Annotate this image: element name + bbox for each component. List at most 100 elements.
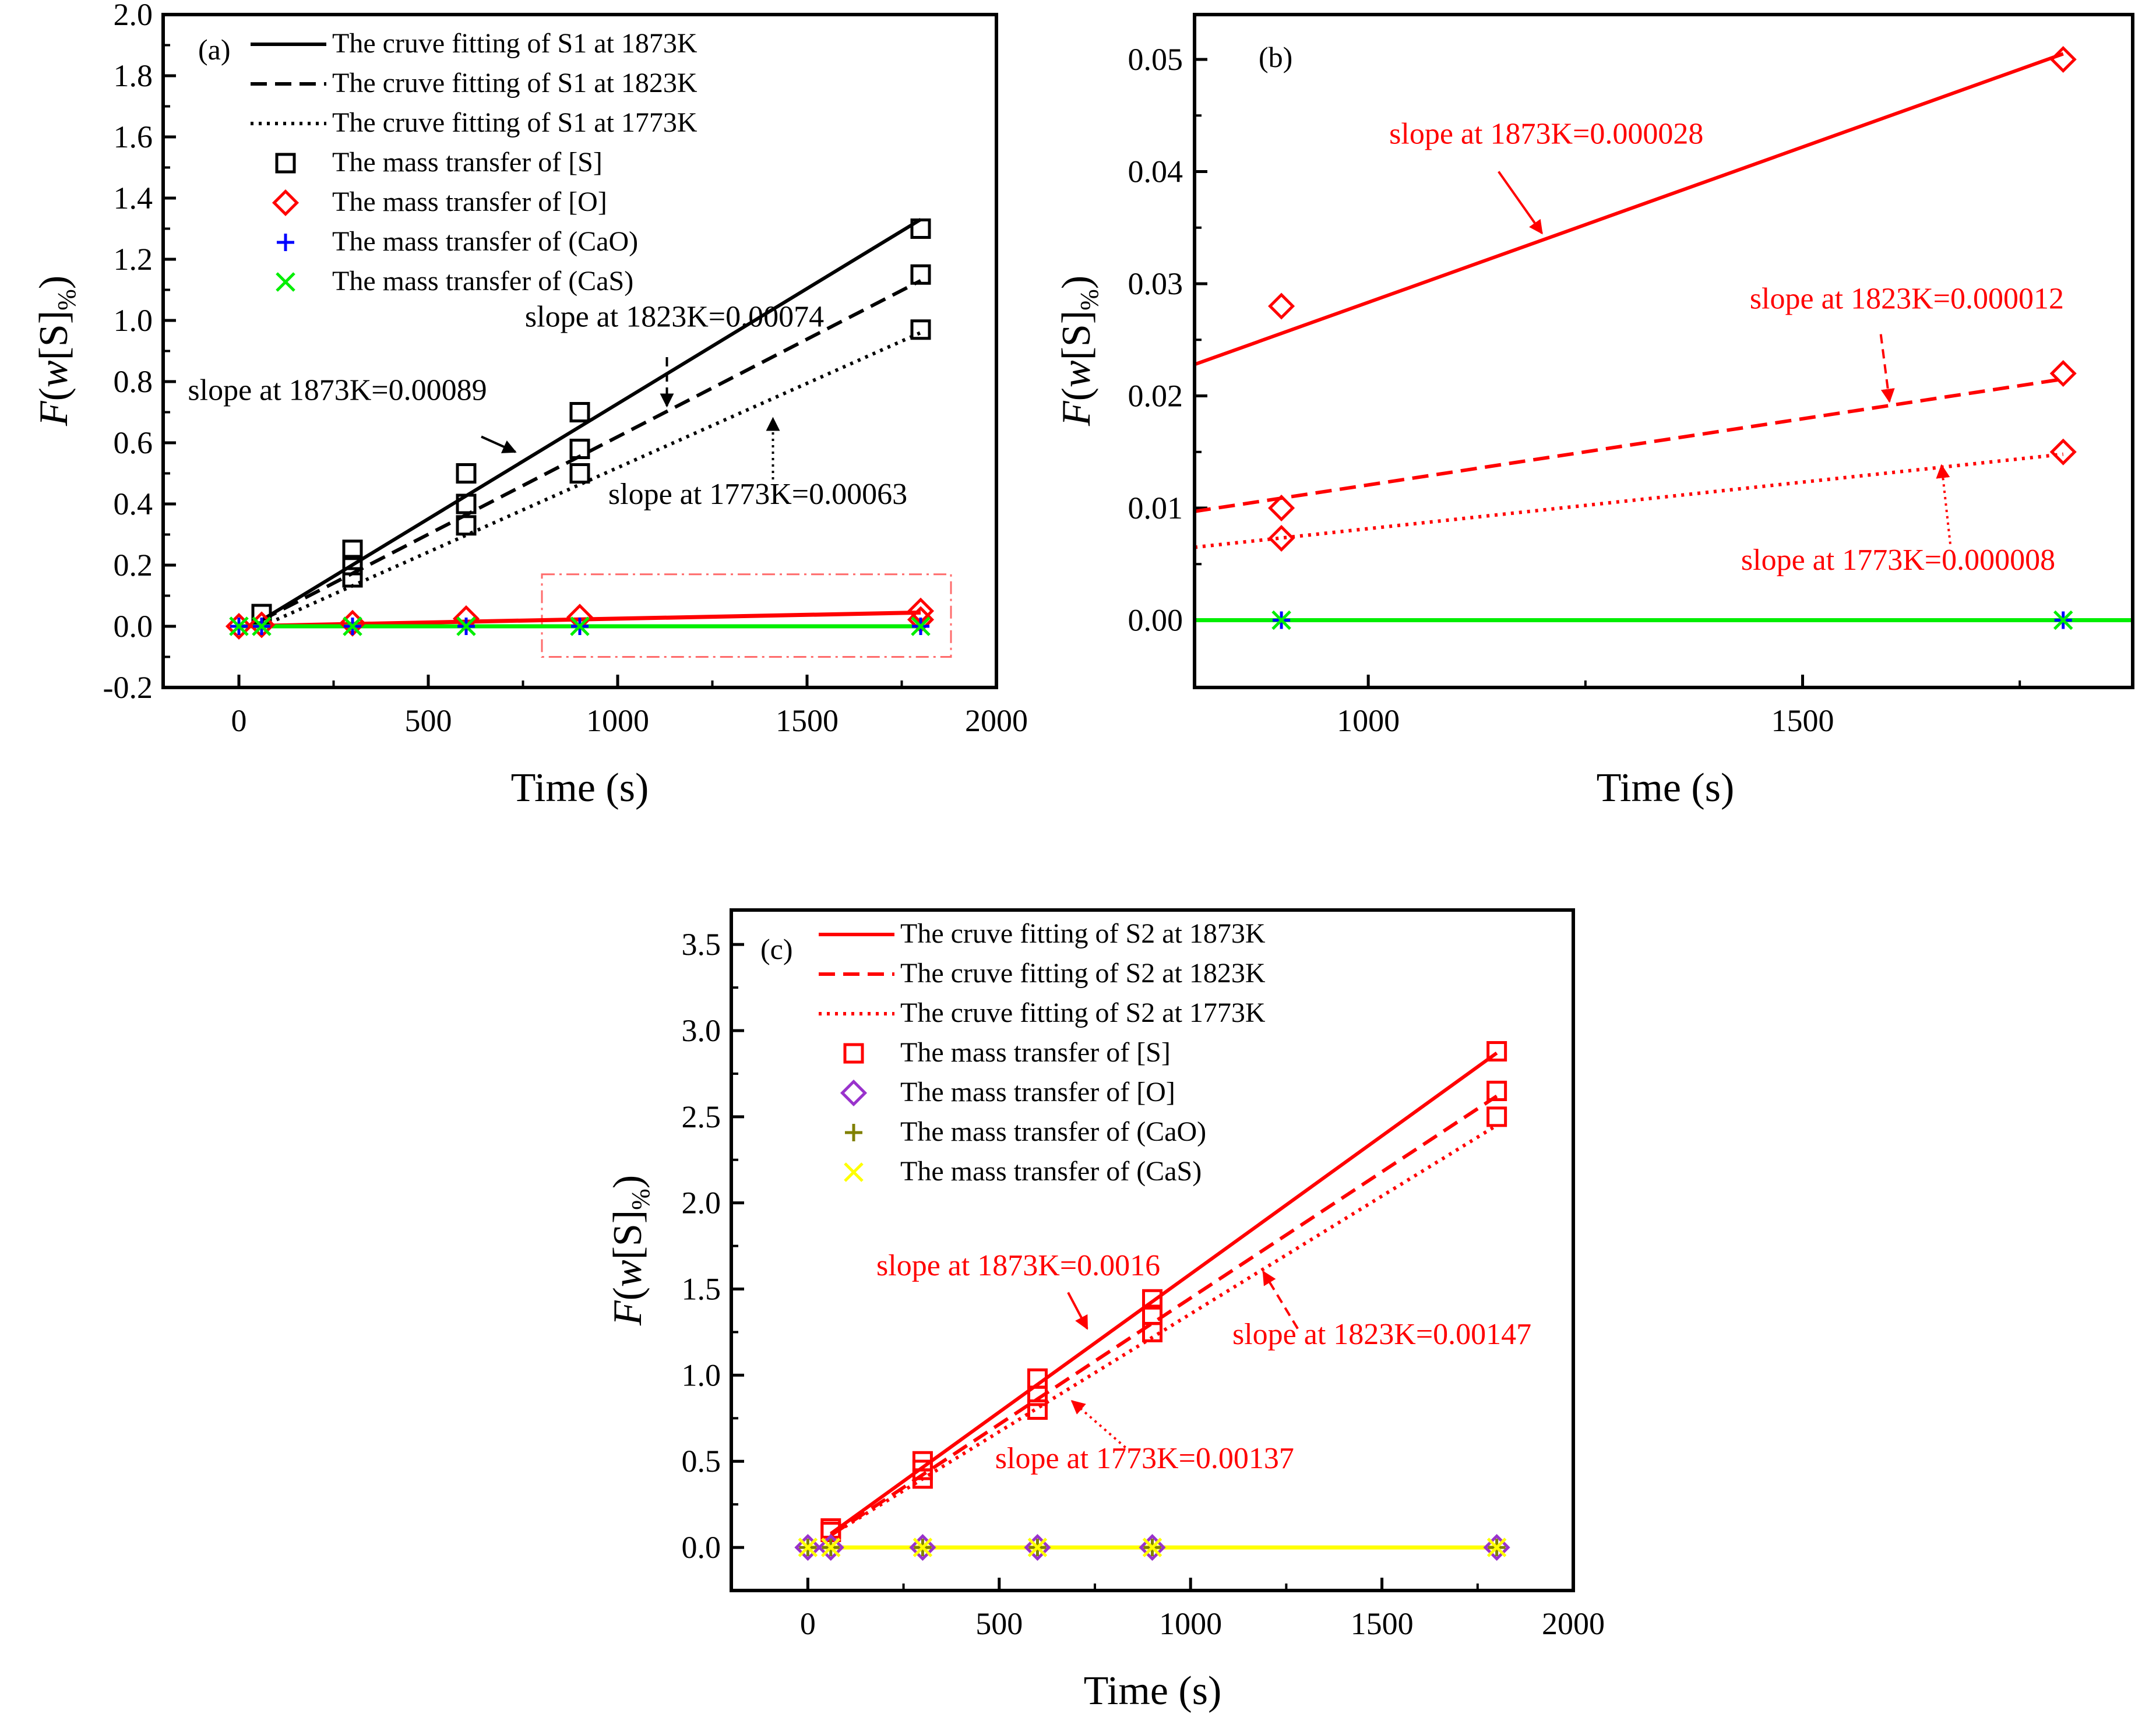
fit-line-solid (1195, 52, 2064, 366)
legend-label: The mass transfer of (CaS) (900, 1156, 1202, 1187)
slope-arrow (1936, 464, 1951, 544)
cross-marker (911, 616, 931, 636)
panel-c-plot-area: 0 500 1000 1500 2000 0.0 0.5 1.0 1.5 2.0 2.5 3.0 3.5… (682, 927, 1605, 1641)
cross-marker (456, 616, 476, 636)
panel-a-legend: The cruve fitting of S1 at 1873K The cruv… (251, 28, 697, 297)
diamond-marker (1268, 292, 1295, 320)
cross-marker (229, 616, 249, 636)
legend-plus-marker (277, 234, 294, 251)
square-marker (1142, 1321, 1162, 1342)
legend-label: The mass transfer of (CaO) (332, 226, 638, 257)
legend-label: The cruve fitting of S1 at 1873K (332, 28, 697, 59)
y-tick-label: 0.04 (1128, 154, 1183, 189)
slope-arrow (1262, 1270, 1299, 1329)
y-tick-label: 1.5 (682, 1272, 721, 1307)
panel-a-ylabel: F(w[S]%) (31, 276, 81, 426)
square-marker (910, 218, 931, 239)
x-tick-label: 0 (800, 1606, 816, 1641)
legend-plus-marker (845, 1124, 862, 1141)
panel-c-xlabel: Time (s) (1084, 1669, 1222, 1713)
x-tick-label: 0 (231, 703, 247, 738)
slope-arrow (481, 435, 517, 453)
square-marker (569, 402, 590, 422)
legend-label: The cruve fitting of S2 at 1823K (900, 958, 1266, 989)
y-tick-label: 1.8 (114, 58, 153, 93)
slope-annotation: slope at 1823K=0.00147 (1232, 1318, 1531, 1351)
legend-label: The cruve fitting of S1 at 1823K (332, 68, 697, 98)
diamond-marker (2049, 438, 2077, 465)
y-tick-label: 0.2 (114, 548, 153, 583)
y-tick-label: 0.0 (114, 609, 153, 644)
panel-c-ticks: 0 500 1000 1500 2000 0.0 0.5 1.0 1.5 2.0 2.5 3.0 3.5 (682, 927, 1605, 1641)
panel-c-label: (c) (760, 933, 793, 965)
legend-label: The mass transfer of [S] (900, 1037, 1171, 1068)
slope-arrow (1067, 1292, 1088, 1330)
diamond-marker (2049, 359, 2077, 387)
square-marker (1486, 1106, 1507, 1127)
y-tick-label: 1.2 (114, 242, 153, 277)
y-tick-label: 2.0 (114, 0, 153, 32)
cross-marker (343, 616, 362, 636)
y-tick-label: 0.05 (1128, 42, 1183, 77)
slope-annotation: slope at 1823K=0.000012 (1750, 282, 2064, 315)
x-tick-label: 1500 (1771, 703, 1834, 738)
legend-square-marker (275, 153, 296, 174)
square-marker (1486, 1080, 1507, 1101)
slope-annotation: slope at 1873K=0.00089 (188, 374, 487, 407)
x-tick-label: 1500 (1351, 1606, 1414, 1641)
diamond-marker (1268, 494, 1295, 522)
slope-arrow (1498, 171, 1543, 235)
cross-marker (798, 1537, 818, 1557)
diamond-marker (1483, 1534, 1510, 1561)
cross-marker (1027, 1537, 1048, 1557)
cross-marker (913, 1537, 933, 1557)
panel-b-plot-area: 1000 1500 0.00 0.01 0.02 0.03 0.04 0.05 slope at… (1128, 42, 2133, 738)
diamond-marker (225, 612, 253, 640)
cross-marker (570, 616, 590, 636)
diamond-marker (794, 1534, 822, 1561)
panel-b-ticks: 1000 1500 0.00 0.01 0.02 0.03 0.04 0.05 (1128, 42, 2021, 738)
y-tick-label: 2.5 (682, 1099, 721, 1134)
square-marker (342, 567, 363, 588)
y-tick-label: -0.2 (103, 670, 153, 705)
slope-annotation: slope at 1873K=0.000028 (1389, 117, 1703, 150)
panel-b: 1000 1500 0.00 0.01 0.02 0.03 0.04 0.05 slope at… (1054, 13, 2134, 810)
y-tick-label: 0.8 (114, 364, 153, 399)
panel-a-xlabel: Time (s) (511, 766, 649, 810)
panel-b-annotations: slope at 1873K=0.000028 slope at 1823K=0.… (1389, 117, 2064, 577)
slope-annotation: slope at 1773K=0.000008 (1741, 544, 2055, 577)
x-tick-label: 2000 (1542, 1606, 1605, 1641)
y-tick-label: 1.4 (114, 181, 153, 216)
y-tick-label: 0.5 (682, 1444, 721, 1479)
panel-b-ylabel: F(w[S]%) (1054, 276, 1104, 426)
legend-cross-marker (276, 272, 295, 292)
x-tick-label: 500 (975, 1606, 1023, 1641)
square-marker (910, 319, 931, 340)
y-tick-label: 1.6 (114, 119, 153, 154)
slope-annotation: slope at 1773K=0.00137 (995, 1442, 1294, 1475)
zoom-box (541, 573, 952, 658)
square-marker (569, 463, 590, 484)
legend-diamond-marker (272, 189, 300, 217)
square-marker (342, 555, 363, 576)
x-tick-label: 500 (405, 703, 452, 738)
diamond-marker (817, 1534, 844, 1561)
y-tick-label: 0.03 (1128, 266, 1183, 301)
legend-label: The cruve fitting of S1 at 1773K (332, 107, 697, 138)
square-marker (1142, 1289, 1162, 1310)
square-marker (456, 515, 477, 536)
y-tick-label: 0.00 (1128, 603, 1183, 638)
x-tick-label: 1000 (586, 703, 649, 738)
slope-annotation: slope at 1823K=0.00074 (525, 301, 824, 334)
y-tick-label: 1.0 (114, 303, 153, 338)
fit-line-dashed (260, 279, 922, 622)
fit-line-solid (830, 1051, 1498, 1535)
slope-annotation: slope at 1773K=0.00063 (608, 478, 907, 511)
y-tick-label: 3.5 (682, 927, 721, 962)
x-tick-label: 1000 (1159, 1606, 1222, 1641)
x-tick-label: 1500 (776, 703, 839, 738)
panel-c: 0 500 1000 1500 2000 0.0 0.5 1.0 1.5 2.0 2.5 3.0 3.5… (605, 908, 1605, 1713)
cross-marker (1271, 610, 1291, 630)
x-tick-label: 2000 (965, 703, 1028, 738)
